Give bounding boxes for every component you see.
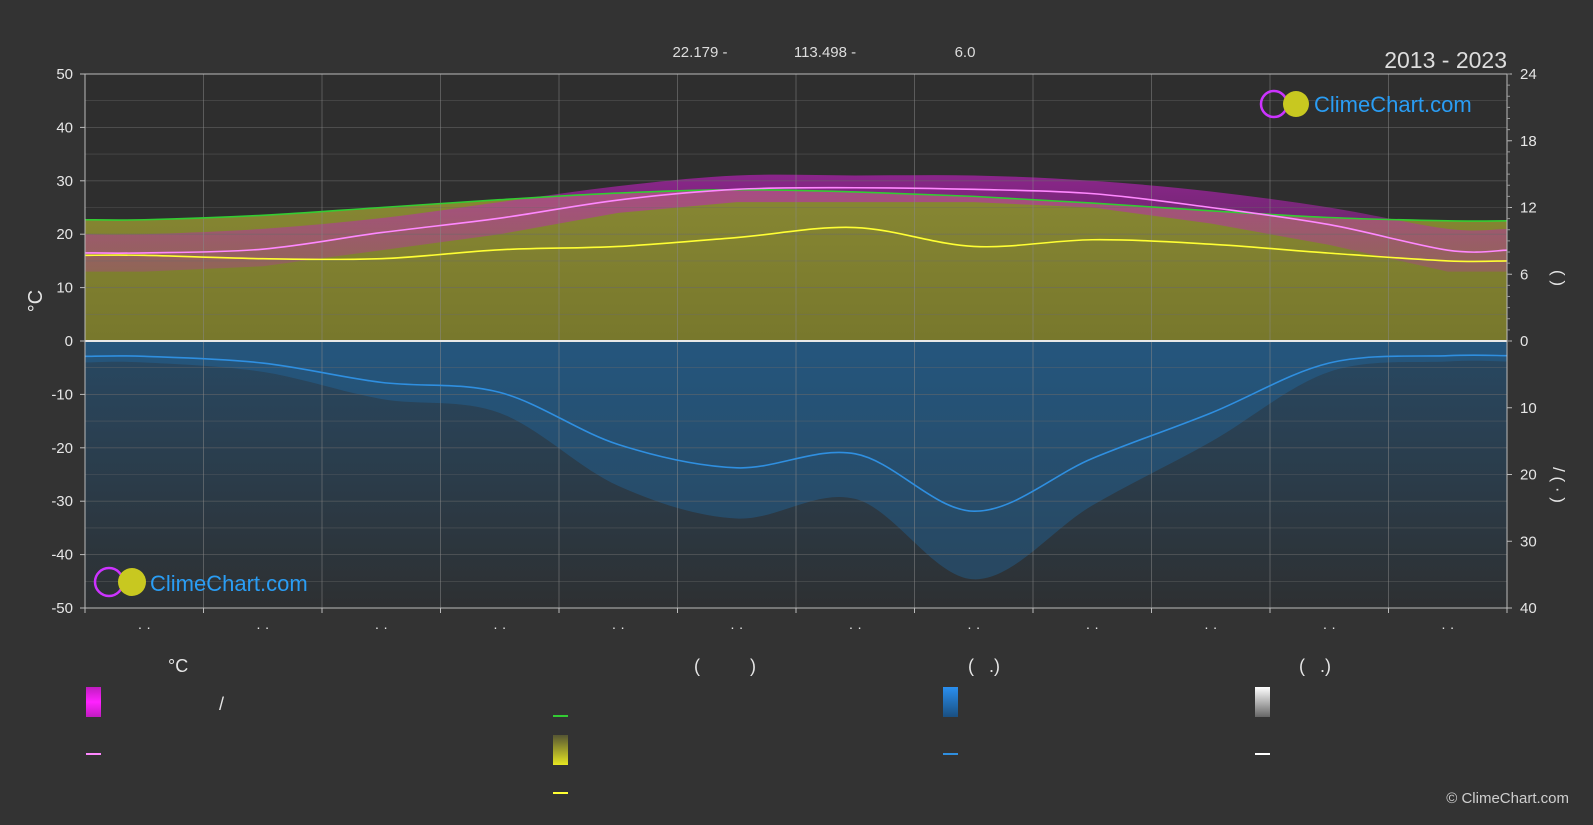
legend-swatch-rain-line bbox=[943, 753, 958, 755]
left-tick-label: -10 bbox=[51, 386, 73, 403]
month-label: · · bbox=[138, 619, 151, 635]
month-label: · · bbox=[967, 619, 980, 635]
right-axis-bottom-label: / ( · ) bbox=[1549, 467, 1568, 503]
right-bottom-tick-label: 10 bbox=[1520, 400, 1537, 417]
left-tick-label: 50 bbox=[56, 66, 73, 83]
brand-logo-top: ClimeChart.com bbox=[1259, 89, 1472, 119]
brand-name-top: ClimeChart.com bbox=[1314, 92, 1472, 117]
logo-sun-icon bbox=[118, 568, 146, 596]
legend-head-snow: ( .) bbox=[1299, 656, 1331, 676]
right-top-tick-label: 6 bbox=[1520, 266, 1528, 283]
legend-swatch-sunshine-band bbox=[553, 735, 568, 765]
month-label: · · bbox=[612, 619, 625, 635]
coord-alt: 6.0 bbox=[955, 44, 976, 61]
legend-swatch-temp-range bbox=[86, 687, 101, 717]
legend-swatch-daylight bbox=[553, 715, 568, 717]
climate-chart: 50 40 30 20 10 0 -10 -20 -30 -40 -50 24 18 12 6 0 10 20 30… bbox=[25, 44, 1568, 635]
left-tick-label: -50 bbox=[51, 600, 73, 617]
left-axis-label: °C bbox=[25, 290, 47, 312]
left-tick-label: 0 bbox=[65, 333, 73, 350]
month-label: · · bbox=[493, 619, 506, 635]
month-label: · · bbox=[849, 619, 862, 635]
right-top-tick-label: 24 bbox=[1520, 66, 1537, 83]
left-tick-label: 10 bbox=[56, 280, 73, 297]
month-label: · · bbox=[1323, 619, 1336, 635]
brand-logo-bottom: ClimeChart.com bbox=[93, 566, 308, 598]
brand-name-bottom: ClimeChart.com bbox=[150, 571, 308, 596]
legend-swatch-temp-mean bbox=[86, 753, 101, 755]
left-tick-label: -30 bbox=[51, 493, 73, 510]
month-label: · · bbox=[375, 619, 388, 635]
legend-swatch-rain-band bbox=[943, 687, 958, 717]
legend-head-temperature: °C bbox=[168, 656, 189, 676]
legend-swatch-sunshine-line bbox=[553, 792, 568, 794]
daylight-line bbox=[84, 188, 1508, 222]
logo-sun-icon bbox=[1283, 91, 1309, 117]
sunshine-line bbox=[84, 226, 1508, 263]
legend: °C / ( ) ( .) ( .) bbox=[0, 640, 1593, 820]
left-tick-label: 30 bbox=[56, 173, 73, 190]
period-title: 2013 - 2023 bbox=[1384, 47, 1507, 73]
month-label: · · bbox=[256, 619, 269, 635]
left-tick-label: -40 bbox=[51, 547, 73, 564]
right-top-tick-label: 0 bbox=[1520, 333, 1528, 350]
right-top-tick-label: 18 bbox=[1520, 133, 1537, 150]
right-top-tick-label: 12 bbox=[1520, 200, 1537, 217]
left-tick-label: 20 bbox=[56, 226, 73, 243]
legend-temp-slash: / bbox=[219, 694, 225, 714]
right-bottom-tick-label: 40 bbox=[1520, 600, 1537, 617]
precipitation-line bbox=[84, 354, 1508, 513]
month-label: · · bbox=[1204, 619, 1217, 635]
legend-head-rain: ( .) bbox=[968, 656, 1000, 676]
left-tick-label: -20 bbox=[51, 440, 73, 457]
mean-temp-line bbox=[84, 186, 1508, 254]
month-label: · · bbox=[1086, 619, 1099, 635]
month-label: · · bbox=[730, 619, 743, 635]
coord-lon: 113.498 - bbox=[794, 44, 856, 61]
left-tick-label: 40 bbox=[56, 119, 73, 136]
legend-head-sun: ( ) bbox=[694, 656, 756, 676]
legend-swatch-snow-line bbox=[1255, 753, 1270, 755]
right-axis-top-label: ( ) bbox=[1549, 270, 1568, 286]
coord-lat: 22.179 - bbox=[672, 44, 727, 61]
copyright: © ClimeChart.com bbox=[1446, 790, 1569, 807]
legend-swatch-snow-band bbox=[1255, 687, 1270, 717]
month-label: · · bbox=[1441, 619, 1454, 635]
right-bottom-tick-label: 20 bbox=[1520, 467, 1537, 484]
right-bottom-tick-label: 30 bbox=[1520, 533, 1537, 550]
